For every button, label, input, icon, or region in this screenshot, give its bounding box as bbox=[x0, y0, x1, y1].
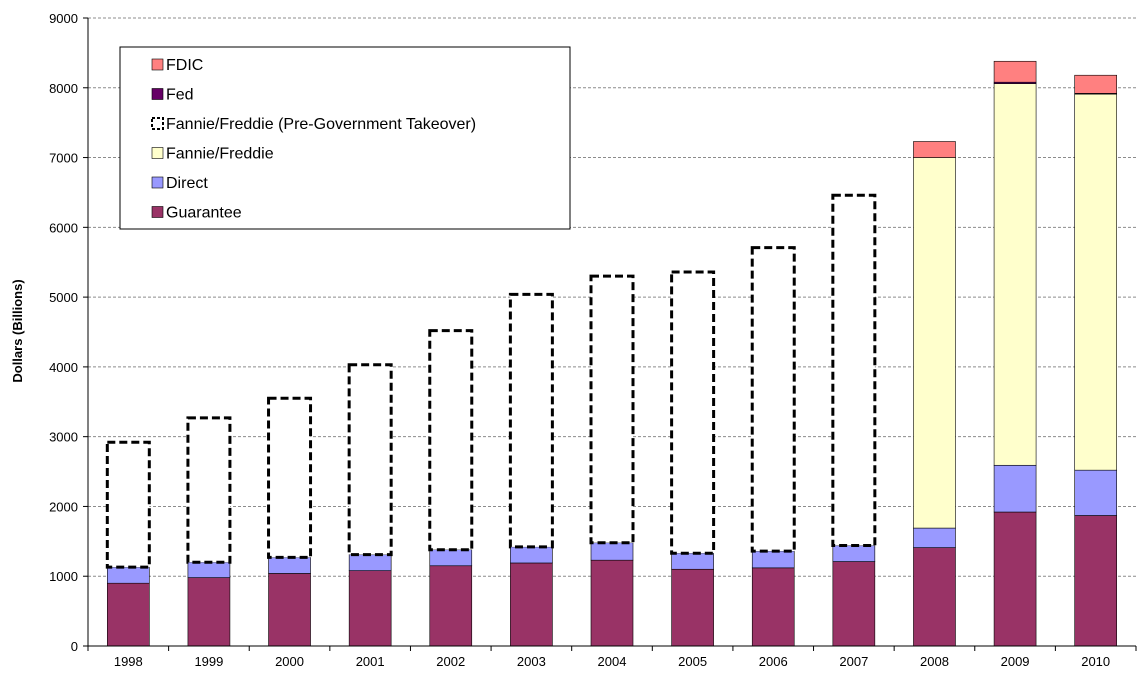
bar-segment bbox=[186, 416, 232, 564]
x-tick-label: 2009 bbox=[1001, 654, 1030, 669]
bar-segment bbox=[1074, 74, 1117, 94]
bar-segment bbox=[105, 440, 151, 569]
bar-segment bbox=[267, 396, 313, 559]
bar-segment bbox=[268, 573, 311, 647]
legend-swatch bbox=[151, 147, 164, 159]
x-tick-label: 1999 bbox=[194, 654, 223, 669]
bar-segment bbox=[993, 464, 1037, 513]
legend-label: Fed bbox=[166, 87, 194, 104]
bar-segment bbox=[832, 545, 876, 562]
bar-segment bbox=[913, 141, 956, 158]
x-tick-label: 2001 bbox=[356, 654, 385, 669]
tick-labels: 0 1000 2000 3000 4000 5000 6000 7000 8000 9000 199… bbox=[49, 11, 1110, 669]
bar-segment bbox=[268, 557, 311, 574]
bar-segment bbox=[510, 562, 553, 647]
bar-segment bbox=[590, 542, 634, 561]
x-tick-label: 2008 bbox=[920, 654, 949, 669]
bar-segment bbox=[589, 274, 635, 545]
x-tick-label: 2007 bbox=[839, 654, 868, 669]
y-tick-label: 9000 bbox=[49, 11, 78, 26]
bar-segment bbox=[510, 546, 553, 564]
bar-segment bbox=[913, 527, 956, 548]
legend-swatch bbox=[151, 117, 164, 130]
y-tick-label: 3000 bbox=[49, 430, 78, 445]
bar-segment bbox=[750, 246, 796, 553]
y-tick-label: 4000 bbox=[49, 360, 78, 375]
legend-label: Fannie/Freddie (Pre-Government Takeover) bbox=[166, 116, 476, 133]
bar-segment bbox=[671, 568, 714, 647]
legend-label: Guarantee bbox=[166, 205, 242, 222]
x-tick-label: 1998 bbox=[114, 654, 143, 669]
bar-segment bbox=[913, 547, 956, 647]
bar-segment bbox=[428, 329, 474, 552]
bar-segment bbox=[832, 561, 876, 647]
axes bbox=[83, 17, 1137, 651]
bar-segment bbox=[1074, 469, 1117, 516]
x-tick-label: 2003 bbox=[517, 654, 546, 669]
bar-segment bbox=[993, 511, 1037, 647]
bar-segment bbox=[348, 570, 392, 647]
legend-label: FDIC bbox=[166, 57, 203, 74]
x-tick-label: 2004 bbox=[598, 654, 627, 669]
legend-box bbox=[119, 46, 571, 230]
bar-segment bbox=[671, 552, 714, 570]
bar-segment bbox=[1074, 515, 1117, 647]
y-tick-label: 8000 bbox=[49, 81, 78, 96]
bar-segment bbox=[993, 60, 1037, 83]
x-tick-label: 2000 bbox=[275, 654, 304, 669]
bar-segment bbox=[993, 83, 1037, 466]
bar-segment bbox=[1074, 93, 1117, 471]
x-tick-label: 2002 bbox=[436, 654, 465, 669]
bar-segment bbox=[107, 566, 150, 584]
y-tick-label: 2000 bbox=[49, 499, 78, 514]
bar-segment bbox=[670, 270, 716, 555]
legend-swatch bbox=[151, 88, 164, 100]
bar-segment bbox=[429, 565, 473, 647]
bar-segment bbox=[590, 559, 634, 647]
y-tick-label: 5000 bbox=[49, 290, 78, 305]
bar-segment bbox=[429, 549, 473, 567]
bar-segment bbox=[751, 550, 795, 569]
bar-segment bbox=[751, 567, 795, 647]
y-tick-label: 1000 bbox=[49, 569, 78, 584]
y-tick-label: 0 bbox=[71, 639, 78, 654]
bar-segment bbox=[508, 292, 554, 549]
legend-swatch bbox=[151, 206, 164, 218]
bar-segment bbox=[107, 582, 150, 647]
legend-label: Direct bbox=[166, 175, 208, 192]
bar-segment bbox=[187, 561, 231, 578]
bar-segment bbox=[187, 577, 231, 647]
bar-segment bbox=[348, 554, 392, 571]
x-tick-label: 2006 bbox=[759, 654, 788, 669]
x-tick-label: 2010 bbox=[1081, 654, 1110, 669]
bar-segment bbox=[831, 193, 877, 548]
y-tick-label: 6000 bbox=[49, 220, 78, 235]
legend-swatch bbox=[151, 58, 164, 71]
bar-segment bbox=[913, 157, 956, 529]
bar-segment bbox=[347, 363, 393, 557]
legend-label: Fannie/Freddie bbox=[166, 146, 274, 163]
x-tick-label: 2005 bbox=[678, 654, 707, 669]
bars bbox=[105, 60, 1117, 647]
y-tick-label: 7000 bbox=[49, 151, 78, 166]
legend-swatch bbox=[151, 176, 164, 189]
legend: FDIC Fed Fannie/Freddie (Pre-Government Ta… bbox=[119, 46, 571, 230]
y-axis-title: Dollars (Billions) bbox=[10, 279, 25, 382]
